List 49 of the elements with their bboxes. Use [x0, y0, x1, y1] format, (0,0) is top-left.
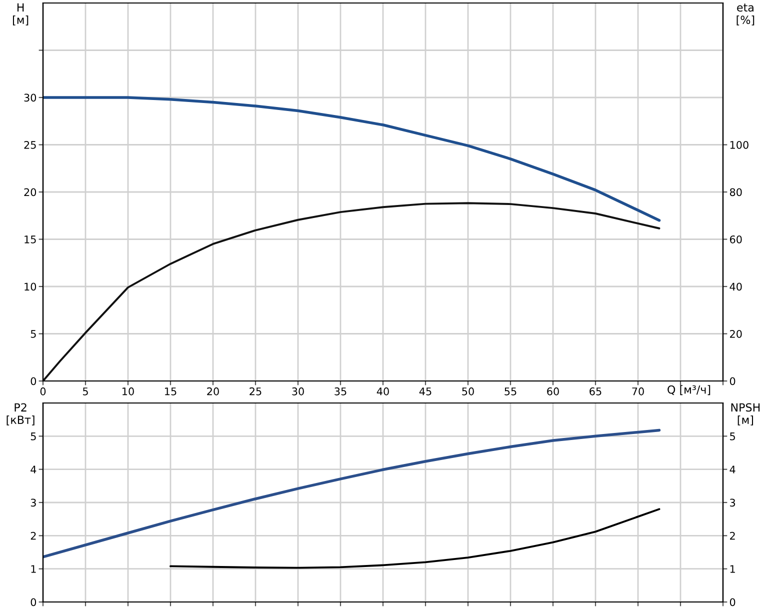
y2-tick-label: 1: [730, 565, 735, 573]
x-tick-label: 40: [376, 387, 389, 396]
x-tick-label: 15: [165, 388, 176, 396]
y-tick-label: 30: [24, 94, 36, 102]
y2-tick-label: 20: [730, 330, 742, 338]
y-axis-title: H [м]: [12, 3, 28, 26]
y2-tick-label: 60: [730, 235, 742, 244]
x-tick-label: 10: [122, 387, 134, 396]
y-tick-label: 4: [30, 466, 36, 474]
x-tick-label: 60: [547, 387, 559, 396]
y-tick-label: 20: [24, 188, 36, 196]
y-tick-label: 5: [30, 330, 36, 338]
x-tick-label: 45: [419, 388, 432, 396]
y-tick-label: 25: [24, 140, 36, 149]
y2-tick-label: 100: [730, 140, 748, 149]
y2-tick-label: 80: [730, 188, 742, 196]
x-tick-label: 0: [40, 387, 46, 396]
y2-tick-label: 40: [730, 282, 742, 291]
x-tick-label: 35: [334, 387, 346, 396]
y2-tick-label: 0: [730, 377, 736, 386]
y-tick-label: 5: [30, 432, 36, 440]
y-axis-title: P2 [кВт]: [6, 403, 34, 426]
y2-tick-label: 0: [730, 598, 736, 606]
y-tick-label: 1: [31, 565, 36, 573]
line-series: [170, 508, 660, 569]
y-tick-label: 0: [30, 598, 36, 606]
y-tick-label: 3: [30, 498, 36, 507]
y-tick-label: 2: [30, 532, 36, 540]
y2-tick-label: 5: [730, 432, 735, 440]
y2-tick-label: 4: [730, 466, 736, 474]
x-tick-label: 55: [504, 388, 516, 396]
x-tick-label: 5: [82, 388, 88, 396]
y2-tick-label: 2: [730, 532, 735, 540]
x-tick-label: 65: [590, 387, 602, 396]
x-tick-label: 20: [207, 387, 219, 396]
line-series: [43, 428, 661, 558]
x-axis-title: Q [м³/ч]: [668, 385, 710, 396]
line-series: [43, 202, 660, 381]
x-tick-label: 70: [632, 387, 644, 396]
y2-tick-label: 3: [730, 498, 736, 507]
x-tick-label: 50: [462, 387, 474, 396]
y2-axis-title: NPSH [м]: [731, 403, 760, 426]
line-series: [43, 96, 661, 222]
y2-axis-title: eta [%]: [736, 4, 754, 26]
y-tick-label: 0: [30, 377, 36, 386]
x-tick-label: 30: [292, 387, 304, 396]
x-tick-label: 25: [250, 387, 262, 396]
y-tick-label: 15: [24, 236, 36, 244]
y-tick-label: 10: [24, 282, 36, 291]
